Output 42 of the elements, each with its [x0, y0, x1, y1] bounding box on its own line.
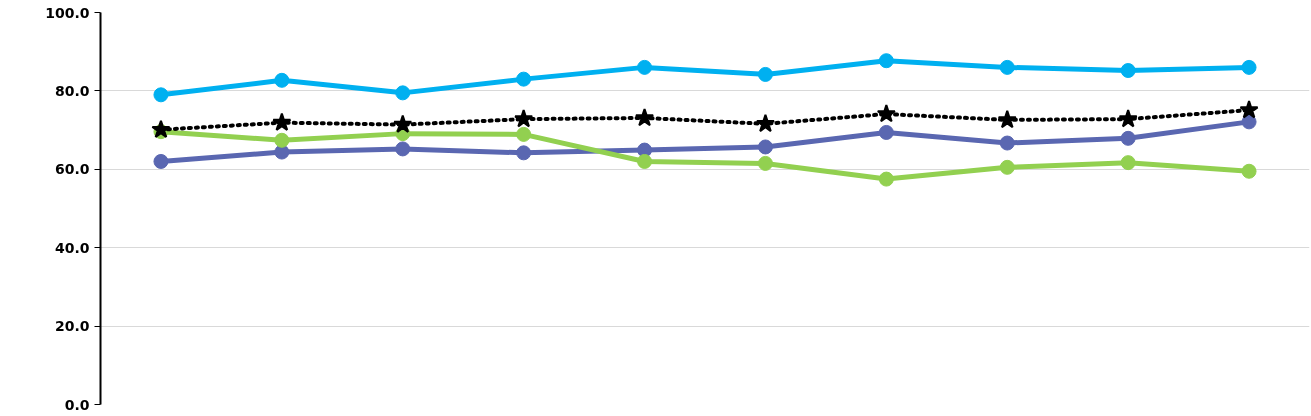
y-tick-label: 60.0: [54, 161, 90, 178]
point: [999, 159, 1015, 175]
point: [274, 132, 290, 148]
point: [755, 113, 776, 133]
point: [393, 114, 413, 133]
point: [1120, 130, 1136, 146]
point: [1241, 59, 1257, 75]
point: [272, 112, 292, 131]
point: [999, 59, 1015, 75]
point: [516, 145, 532, 161]
point: [999, 135, 1015, 151]
point: [153, 87, 169, 103]
point: [151, 119, 171, 138]
y-tick-label: 20.0: [54, 318, 90, 335]
y-tick-label: 0.0: [64, 396, 90, 413]
point: [1120, 63, 1136, 78]
point: [757, 155, 773, 171]
point: [1118, 109, 1138, 128]
point: [757, 66, 773, 82]
point: [1239, 100, 1259, 119]
point: [637, 153, 653, 169]
point: [274, 72, 290, 88]
point: [876, 104, 896, 123]
point: [878, 53, 894, 69]
point: [1120, 155, 1136, 171]
point: [878, 124, 894, 140]
point: [634, 107, 655, 127]
point: [516, 71, 532, 87]
point: [1241, 114, 1257, 130]
point: [514, 109, 534, 128]
point: [997, 109, 1017, 129]
y-tick-label: 80.0: [54, 82, 90, 99]
y-tick-label: 100.0: [45, 4, 90, 21]
point: [878, 171, 894, 187]
point: [1241, 163, 1257, 179]
point: [516, 126, 532, 142]
point: [395, 141, 411, 157]
point: [637, 59, 653, 75]
point: [395, 85, 411, 101]
y-tick-label: 40.0: [54, 239, 90, 256]
point: [757, 139, 773, 155]
point: [153, 153, 169, 169]
